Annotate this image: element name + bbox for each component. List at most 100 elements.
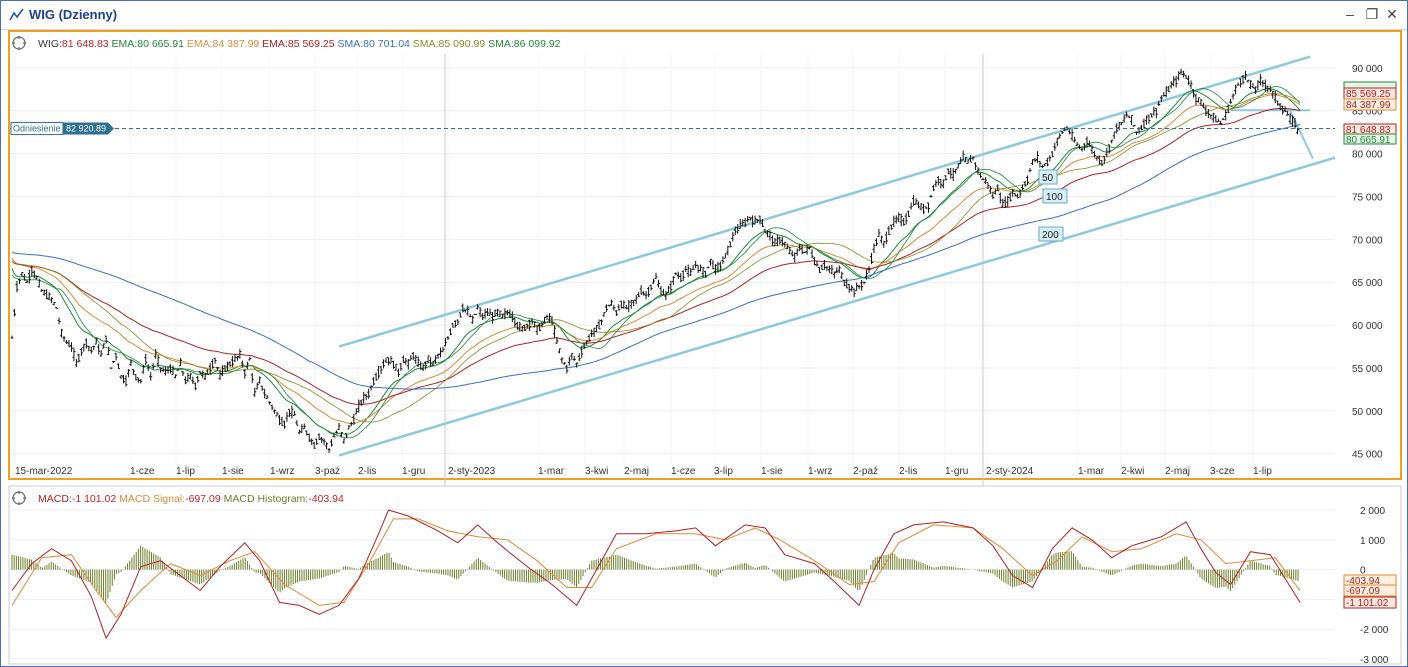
legend-series-value: 80 701.04 xyxy=(363,38,410,50)
moving-average-line xyxy=(11,93,1301,423)
ma-label-200-text: 200 xyxy=(1042,230,1059,241)
ma-label-200: 200 xyxy=(1038,226,1064,242)
macd-legend-label: MACD Signal: xyxy=(116,493,185,505)
date-tick-label: 2-sty-2023 xyxy=(448,466,496,477)
date-tick-label: 1-cze xyxy=(671,466,696,477)
reference-label-text: Odniesienie xyxy=(13,124,61,134)
date-tick-label: 1-mar xyxy=(538,466,565,477)
macd-line xyxy=(11,509,1301,640)
legend-series-label: EMA: xyxy=(109,38,138,50)
price-tag-ema-slow: 85 569.25 xyxy=(1346,89,1391,100)
date-tick-label: 3-lip xyxy=(714,466,733,477)
macd-tick-label: -2 000 xyxy=(1360,625,1389,636)
price-tick-label: 55 000 xyxy=(1352,364,1383,375)
macd-tags: -403.94 -697.09 -1 101.02 xyxy=(1343,574,1397,609)
moving-average-line xyxy=(11,124,1301,390)
legend-text: WIG:81 648.83 EMA:80 665.91 EMA:84 387.9… xyxy=(38,38,561,50)
macd-tag-macd: -1 101.02 xyxy=(1346,598,1389,609)
date-tick-label: 2-sty-2024 xyxy=(986,466,1034,477)
main-pane-frame xyxy=(8,30,1402,480)
channel-line[interactable] xyxy=(338,55,1311,348)
date-tick-label: 2-maj xyxy=(1165,466,1190,477)
price-tick-label: 45 000 xyxy=(1352,450,1383,461)
price-tick-label: 70 000 xyxy=(1352,235,1383,246)
macd-tick-label: 0 xyxy=(1360,566,1366,577)
date-tick-label: 15-mar-2022 xyxy=(15,466,73,477)
reference-value: 82 920.89 xyxy=(66,124,106,134)
price-tag-last: 81 648.83 xyxy=(1346,125,1391,136)
price-tick-label: 50 000 xyxy=(1352,407,1383,418)
channel-line[interactable] xyxy=(338,156,1340,457)
macd-legend-text: MACD:-1 101.02 MACD Signal:-697.09 MACD … xyxy=(38,493,344,505)
close-button[interactable]: ✕ xyxy=(1386,6,1398,22)
price-tick-label: 65 000 xyxy=(1352,278,1383,289)
date-tick-label: 1-wrz xyxy=(270,466,294,477)
legend-series-value: 84 387.99 xyxy=(213,38,260,50)
legend-series-value: 80 665.91 xyxy=(137,38,184,50)
price-tick-label: 90 000 xyxy=(1352,64,1383,75)
macd-legend-label: MACD: xyxy=(38,493,72,505)
macd-tag-signal: -697.09 xyxy=(1346,586,1380,597)
title-bar: WIG (Dzienny) – ❐ ✕ xyxy=(1,1,1407,30)
price-tick-label: 85 000 xyxy=(1352,107,1383,118)
legend-series-label: EMA: xyxy=(259,38,288,50)
ma-label-100: 100 xyxy=(1042,188,1068,204)
date-tick-label: 3-cze xyxy=(1210,466,1235,477)
date-tick-label: 1-wrz xyxy=(808,466,832,477)
legend-series-label: WIG: xyxy=(38,38,62,50)
price-tag-ema-fast: 80 665.91 xyxy=(1346,135,1391,146)
macd-plot xyxy=(11,509,1301,640)
date-axis: 15-mar-2022 1-cze 1-lip 1-sie 1-wrz 3-paź 2-li… xyxy=(15,466,1272,477)
date-tick-label: 2-lis xyxy=(899,466,917,477)
trendline-short[interactable] xyxy=(1289,110,1314,160)
date-tick-label: 1-sie xyxy=(222,466,244,477)
restore-button[interactable]: ❐ xyxy=(1365,6,1379,22)
date-tick-label: 3-kwi xyxy=(585,466,608,477)
ma-label-50: 50 xyxy=(1038,169,1058,185)
date-tick-label: 2-kwi xyxy=(1121,466,1144,477)
macd-tag-histogram: -403.94 xyxy=(1346,576,1380,587)
main-legend: WIG:81 648.83 EMA:80 665.91 EMA:84 387.9… xyxy=(38,38,561,50)
date-tick-label: 1-sie xyxy=(761,466,783,477)
date-tick-label: 2-lis xyxy=(358,466,376,477)
macd-legend-label: MACD Histogram: xyxy=(221,493,309,505)
ma-label-100-text: 100 xyxy=(1046,192,1063,203)
minimize-button[interactable]: – xyxy=(1346,6,1354,22)
legend-series-value: 81 648.83 xyxy=(62,38,109,50)
price-tick-label: 60 000 xyxy=(1352,321,1383,332)
reference-label: Odniesienie 82 920.89 xyxy=(10,122,114,136)
macd-pane-frame xyxy=(8,485,1402,665)
legend-series-label: SMA: xyxy=(410,38,439,50)
date-tick-label: 1-mar xyxy=(1078,466,1105,477)
legend-series-value: 85 090.99 xyxy=(438,38,485,50)
legend-series-label: SMA: xyxy=(485,38,514,50)
price-tag-ema-mid: 84 387.99 xyxy=(1346,100,1391,111)
date-tick-label: 1-cze xyxy=(130,466,155,477)
chart-icon xyxy=(9,8,24,21)
date-tick-label: 1-lip xyxy=(1253,466,1272,477)
macd-tick-label: 2 000 xyxy=(1360,506,1385,517)
macd-legend: MACD:-1 101.02 MACD Signal:-697.09 MACD … xyxy=(38,493,344,505)
window-title: WIG (Dzienny) xyxy=(29,7,118,22)
date-tick-label: 1-gru xyxy=(945,466,968,477)
macd-tick-label: 1 000 xyxy=(1360,536,1385,547)
macd-legend-value: -697.09 xyxy=(185,493,221,505)
legend-series-label: EMA: xyxy=(184,38,213,50)
moving-average-line xyxy=(11,94,1301,424)
macd-settings-icon[interactable] xyxy=(12,491,26,505)
date-tick-label: 1-gru xyxy=(402,466,425,477)
price-tick-label: 80 000 xyxy=(1352,150,1383,161)
legend-series-value: 85 569.25 xyxy=(288,38,335,50)
price-axis: 90 000 85 000 80 000 75 000 70 000 65 000 60 0… xyxy=(1352,64,1383,461)
moving-average-line xyxy=(11,85,1301,439)
macd-grid xyxy=(10,509,1335,660)
date-tick-label: 2-paź xyxy=(853,466,878,477)
ma-label-50-text: 50 xyxy=(1042,173,1054,184)
legend-settings-icon[interactable] xyxy=(12,36,26,50)
macd-tick-label: -3 000 xyxy=(1360,655,1389,666)
price-tags: 85 569.25 84 387.99 81 648.83 80 665.91 xyxy=(1343,81,1397,146)
legend-series-label: SMA: xyxy=(335,38,364,50)
date-tick-label: 2-maj xyxy=(624,466,649,477)
legend-series-value: 86 099.92 xyxy=(514,38,561,50)
